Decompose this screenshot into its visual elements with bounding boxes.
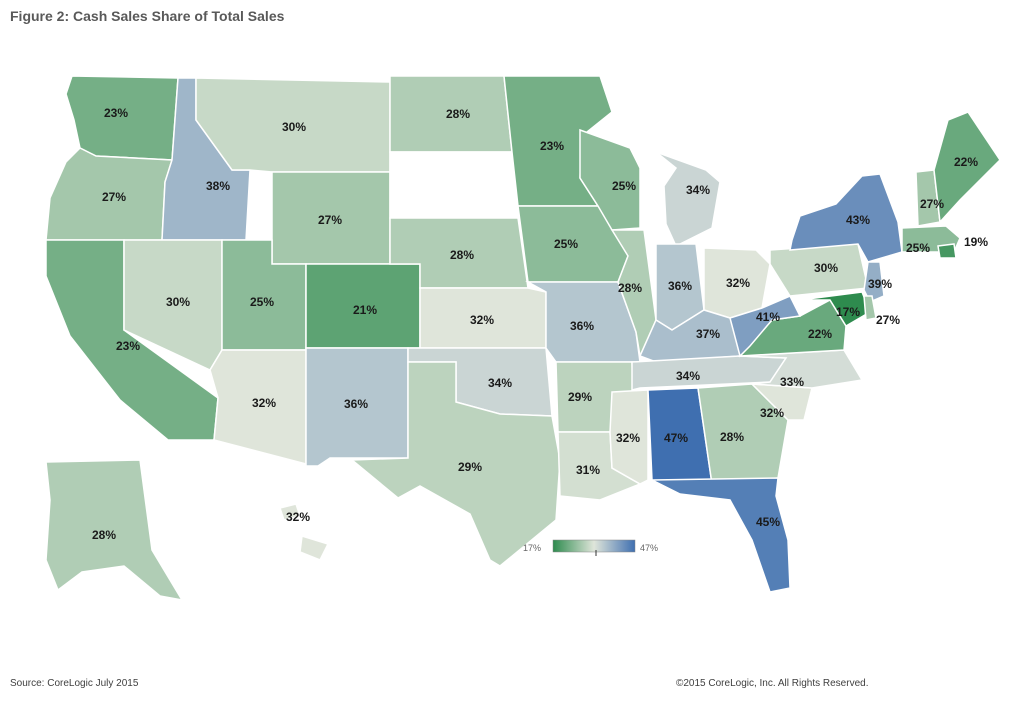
state-label-de: 27% bbox=[876, 313, 900, 327]
state-label-mi: 34% bbox=[686, 183, 710, 197]
state-il bbox=[610, 229, 657, 359]
state-label-ms: 32% bbox=[616, 431, 640, 445]
state-label-co: 21% bbox=[353, 303, 377, 317]
state-label-fl: 45% bbox=[756, 515, 780, 529]
state-label-tx: 29% bbox=[458, 460, 482, 474]
state-fl bbox=[651, 477, 791, 593]
state-de bbox=[863, 295, 877, 321]
state-wv bbox=[729, 295, 802, 358]
state-label-wy: 27% bbox=[318, 213, 342, 227]
legend-min-label: 17% bbox=[523, 543, 541, 553]
state-me bbox=[933, 111, 1001, 224]
state-label-tn: 34% bbox=[676, 369, 700, 383]
state-label-ne: 28% bbox=[450, 248, 474, 262]
state-label-ky: 37% bbox=[696, 327, 720, 341]
state-label-il: 28% bbox=[618, 281, 642, 295]
state-label-ma: 25% bbox=[906, 241, 930, 255]
state-label-ar: 29% bbox=[568, 390, 592, 404]
state-md bbox=[799, 291, 871, 328]
state-ak bbox=[45, 459, 184, 602]
state-label-oh: 32% bbox=[726, 276, 750, 290]
state-label-mn: 23% bbox=[540, 139, 564, 153]
state-label-ut: 25% bbox=[250, 295, 274, 309]
legend-gradient-bar bbox=[552, 539, 636, 553]
copyright-note: ©2015 CoreLogic, Inc. All Rights Reserve… bbox=[676, 678, 869, 689]
state-label-hi: 32% bbox=[286, 510, 310, 524]
state-label-md: 17% bbox=[836, 305, 860, 319]
state-label-va: 22% bbox=[808, 327, 832, 341]
state-label-ok: 34% bbox=[488, 376, 512, 390]
state-label-nd: 28% bbox=[446, 107, 470, 121]
figure-title: Figure 2: Cash Sales Share of Total Sale… bbox=[10, 8, 285, 24]
state-label-in: 36% bbox=[668, 279, 692, 293]
legend-max-label: 47% bbox=[640, 543, 658, 553]
state-label-wv: 41% bbox=[756, 310, 780, 324]
state-label-or: 27% bbox=[102, 190, 126, 204]
state-label-mo: 36% bbox=[570, 319, 594, 333]
state-hi bbox=[279, 503, 330, 561]
state-label-ia: 25% bbox=[554, 237, 578, 251]
state-label-nh: 27% bbox=[920, 197, 944, 211]
state-mi bbox=[655, 151, 721, 248]
state-label-ks: 32% bbox=[470, 313, 494, 327]
state-tx bbox=[350, 361, 561, 567]
state-label-ca: 23% bbox=[116, 339, 140, 353]
legend: 17% 47% bbox=[523, 539, 658, 556]
state-nc bbox=[739, 349, 864, 389]
state-label-ny: 43% bbox=[846, 213, 870, 227]
state-label-pa: 30% bbox=[814, 261, 838, 275]
state-label-nc: 33% bbox=[780, 375, 804, 389]
state-ga bbox=[697, 383, 789, 485]
state-label-me: 22% bbox=[954, 155, 978, 169]
state-label-la: 31% bbox=[576, 463, 600, 477]
state-label-al: 47% bbox=[664, 431, 688, 445]
state-label-nj: 39% bbox=[868, 277, 892, 291]
state-nj bbox=[863, 261, 885, 303]
state-sd bbox=[389, 151, 519, 219]
state-ny bbox=[789, 173, 903, 263]
state-label-mt: 30% bbox=[282, 120, 306, 134]
state-label-ga: 28% bbox=[720, 430, 744, 444]
state-label-nv: 30% bbox=[166, 295, 190, 309]
state-label-ak: 28% bbox=[92, 528, 116, 542]
state-label-wa: 23% bbox=[104, 106, 128, 120]
state-label-wi: 25% bbox=[612, 179, 636, 193]
state-label-id: 38% bbox=[206, 179, 230, 193]
source-note: Source: CoreLogic July 2015 bbox=[10, 678, 139, 689]
state-label-nm: 36% bbox=[344, 397, 368, 411]
state-wi bbox=[579, 128, 641, 231]
state-label-ri: 19% bbox=[964, 235, 988, 249]
state-ri bbox=[937, 243, 957, 259]
state-label-sc: 32% bbox=[760, 406, 784, 420]
state-label-az: 32% bbox=[252, 396, 276, 410]
